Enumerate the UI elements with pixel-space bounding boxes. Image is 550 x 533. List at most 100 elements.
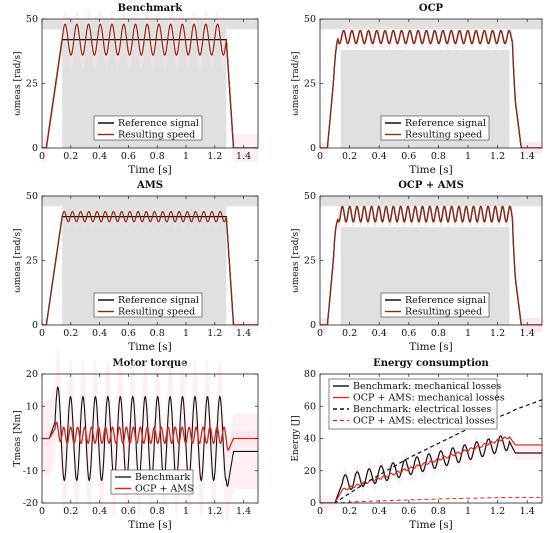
legend-label: Reference signal (118, 295, 199, 306)
upper-band (320, 196, 542, 207)
y-axis-label: ωmeas [rad/s] (291, 51, 301, 115)
chart-title: AMS (136, 180, 163, 191)
y-axis-label: ωmeas [rad/s] (291, 228, 301, 292)
series-line-1 (320, 435, 542, 503)
y-tick-label: -20 (23, 498, 38, 509)
x-tick-label: 0.6 (401, 151, 416, 162)
y-axis-label: ωmeas [rad/s] (13, 51, 23, 115)
y-tick-label: 0 (310, 320, 316, 331)
y-tick-label: 10 (26, 401, 38, 412)
y-tick-label: 20 (26, 369, 38, 380)
legend-label: Reference signal (405, 295, 486, 306)
series-band-1 (42, 415, 258, 458)
upper-band (320, 19, 542, 30)
chart-panel-4: Motor torque 0 0.2 0.4 0.6 0.8 1 1.2 1.4 -20 -10 0 1… (13, 349, 259, 531)
chart-panel-5: Energy consumption 0 0.2 0.4 0.6 0.8 1 1.2 1.4 0 2… (291, 358, 543, 531)
x-tick-label: 0.8 (150, 328, 165, 339)
y-tick-label: 0 (32, 320, 38, 331)
x-tick-label: 1.4 (520, 506, 535, 517)
x-tick-label: 1.4 (520, 151, 535, 162)
x-tick-label: 0 (39, 328, 45, 339)
y-axis-label: Tmeas [Nm] (13, 410, 23, 466)
x-tick-label: 1 (465, 328, 471, 339)
x-tick-label: 1.2 (207, 328, 222, 339)
x-axis-label: Time [s] (128, 519, 171, 531)
x-tick-label: 1.2 (490, 151, 505, 162)
x-tick-label: 0 (317, 151, 323, 162)
x-tick-label: 0 (317, 506, 323, 517)
x-tick-label: 0.6 (121, 506, 136, 517)
y-tick-label: 40 (304, 434, 316, 445)
x-axis-label: Time [s] (409, 519, 452, 531)
legend-label: OCP + AMS: electrical losses (353, 416, 495, 427)
upper-band (42, 19, 258, 30)
y-tick-label: 50 (26, 191, 38, 202)
series-line-1 (42, 23, 258, 148)
legend-label: Resulting speed (405, 307, 482, 318)
series-line-1 (42, 421, 258, 451)
legend-box (93, 292, 203, 318)
x-tick-label: 0.6 (401, 328, 416, 339)
x-tick-label: 1.2 (207, 151, 222, 162)
chart-panel-1: OCP 0 0.2 0.4 0.6 0.8 1 1.2 1.4 0 25 50 Time [s] ωmea… (291, 3, 543, 176)
x-tick-label: 0.4 (92, 151, 107, 162)
y-tick-label: 25 (26, 79, 38, 90)
x-tick-label: 0.8 (431, 328, 446, 339)
y-tick-label: -10 (23, 466, 38, 477)
legend-label: Resulting speed (118, 130, 195, 141)
x-tick-label: 1.4 (236, 151, 251, 162)
x-tick-label: 0.2 (63, 506, 78, 517)
x-tick-label: 0.4 (372, 151, 387, 162)
y-tick-label: 25 (304, 256, 316, 267)
y-tick-label: 25 (304, 79, 316, 90)
x-tick-label: 1.4 (236, 328, 251, 339)
x-tick-label: 0.2 (342, 506, 357, 517)
y-tick-label: 60 (304, 401, 316, 412)
legend-label: Resulting speed (118, 307, 195, 318)
legend-box (380, 292, 490, 318)
legend-label: Benchmark (135, 472, 190, 483)
legend-label: Resulting speed (405, 130, 482, 141)
series-line-1 (42, 210, 258, 325)
series-band-0 (320, 428, 542, 511)
series-line-3 (320, 496, 542, 503)
chart-title: OCP (419, 3, 444, 14)
y-axis-label: Energy [J] (291, 415, 301, 461)
x-axis-label: Time [s] (409, 164, 452, 176)
x-tick-label: 1.4 (236, 506, 251, 517)
y-axis-label: ωmeas [rad/s] (13, 228, 23, 292)
x-tick-label: 0.2 (342, 151, 357, 162)
y-tick-label: 0 (32, 143, 38, 154)
x-tick-label: 1.2 (490, 506, 505, 517)
x-tick-label: 0 (317, 328, 323, 339)
y-tick-label: 50 (26, 14, 38, 25)
x-tick-label: 0 (39, 506, 45, 517)
x-tick-label: 0.8 (150, 151, 165, 162)
y-tick-label: 20 (304, 466, 316, 477)
x-tick-label: 0 (39, 151, 45, 162)
chart-panel-3: OCP + AMS 0 0.2 0.4 0.6 0.8 1 1.2 1.4 0 25 50 Time [… (291, 180, 543, 353)
series-line-1 (320, 205, 542, 325)
legend-label: OCP + AMS: mechanical losses (353, 393, 505, 404)
x-tick-label: 0.8 (431, 151, 446, 162)
x-tick-label: 1 (465, 506, 471, 517)
y-tick-label: 25 (26, 256, 38, 267)
legend-box (93, 115, 203, 141)
legend-label: OCP + AMS (135, 484, 194, 495)
x-tick-label: 0.6 (401, 506, 416, 517)
chart-title: Energy consumption (373, 358, 489, 369)
series-line-1 (320, 29, 542, 148)
y-tick-label: 0 (32, 434, 38, 445)
legend-label: Reference signal (118, 118, 199, 129)
chart-title: OCP + AMS (398, 180, 464, 191)
x-tick-label: 1 (465, 151, 471, 162)
x-tick-label: 0.6 (121, 151, 136, 162)
legend-label: Benchmark: electrical losses (353, 404, 492, 415)
chart-title: Benchmark (118, 3, 184, 14)
